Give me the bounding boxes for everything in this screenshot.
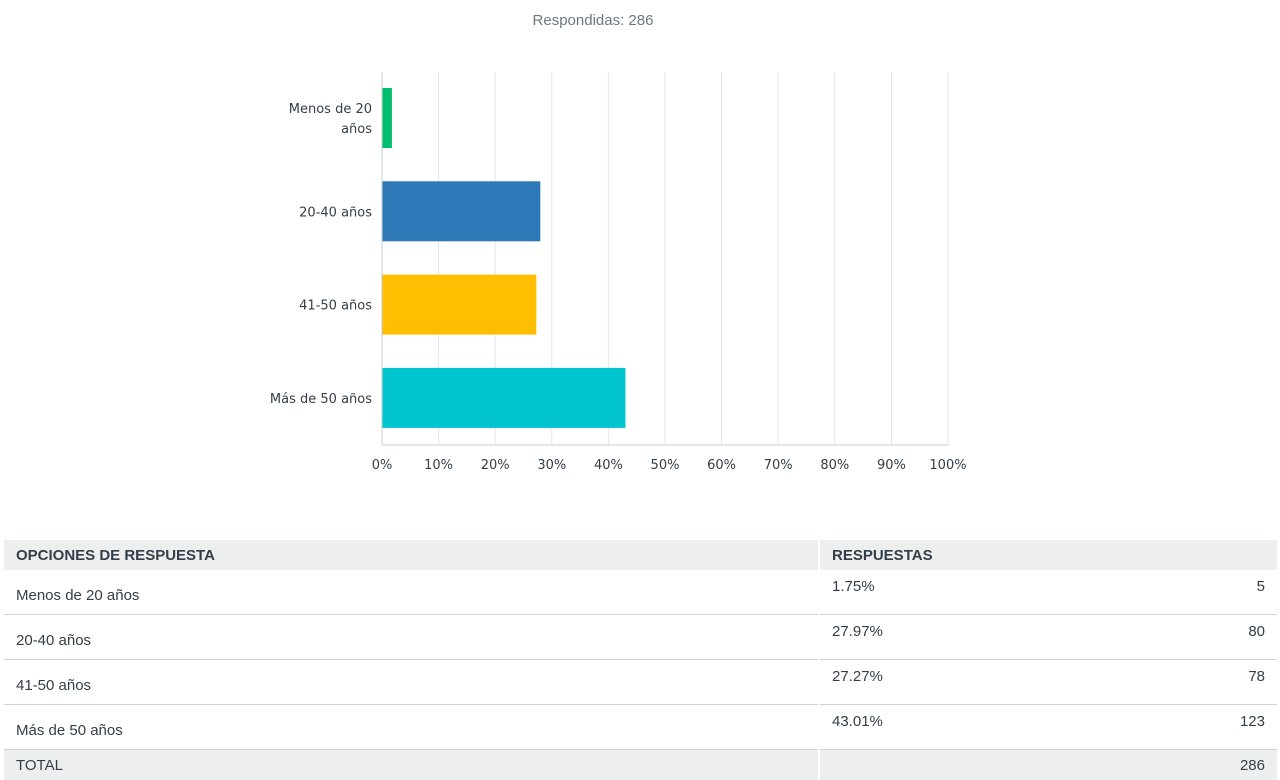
table-row: Menos de 20 años 1.75% 5 — [4, 570, 1277, 615]
bar-chart: 0% 10% 20% 30% 40% 50% 60% 70% 80% 90% 100% Menos … — [0, 0, 1280, 500]
row-count: 5 — [1097, 570, 1277, 615]
header-responses: RESPUESTAS — [819, 540, 1277, 570]
row-option: 41-50 años — [4, 660, 819, 705]
table-total-row: TOTAL 286 — [4, 750, 1277, 780]
table-row: 20-40 años 27.97% 80 — [4, 615, 1277, 660]
x-tick-label: 70% — [764, 458, 793, 473]
x-tick-label: 90% — [877, 458, 906, 473]
row-option: Más de 50 años — [4, 705, 819, 750]
table-header-row: OPCIONES DE RESPUESTA RESPUESTAS — [4, 540, 1277, 570]
row-count: 123 — [1097, 705, 1277, 750]
table-row: 41-50 años 27.27% 78 — [4, 660, 1277, 705]
total-count: 286 — [1097, 750, 1277, 780]
row-count: 78 — [1097, 660, 1277, 705]
table-row: Más de 50 años 43.01% 123 — [4, 705, 1277, 750]
row-option: Menos de 20 años — [4, 570, 819, 615]
x-tick-label: 40% — [594, 458, 623, 473]
bar — [382, 368, 625, 428]
row-percent: 27.27% — [819, 660, 1097, 705]
row-percent: 43.01% — [819, 705, 1097, 750]
row-count: 80 — [1097, 615, 1277, 660]
category-labels: Menos de 20 años 20-40 años 41-50 años Más d… — [270, 102, 372, 407]
category-label: Más de 50 años — [270, 392, 372, 407]
x-tick-label: 50% — [651, 458, 680, 473]
row-percent: 27.97% — [819, 615, 1097, 660]
bar — [382, 88, 392, 148]
header-options: OPCIONES DE RESPUESTA — [4, 540, 819, 570]
bar — [382, 181, 540, 241]
x-tick-label: 0% — [372, 458, 393, 473]
x-tick-label: 10% — [424, 458, 453, 473]
x-tick-labels: 0% 10% 20% 30% 40% 50% 60% 70% 80% 90% 100% — [372, 458, 967, 473]
category-label: 41-50 años — [299, 299, 372, 314]
bar — [382, 275, 536, 335]
x-tick-label: 80% — [820, 458, 849, 473]
results-table: OPCIONES DE RESPUESTA RESPUESTAS Menos d… — [4, 540, 1277, 780]
x-tick-label: 60% — [707, 458, 736, 473]
category-label: 20-40 años — [299, 205, 372, 220]
row-option: 20-40 años — [4, 615, 819, 660]
x-tick-label: 20% — [481, 458, 510, 473]
total-label: TOTAL — [4, 750, 819, 780]
x-tick-label: 30% — [537, 458, 566, 473]
category-label: años — [341, 122, 372, 137]
category-label: Menos de 20 — [289, 102, 372, 117]
row-percent: 1.75% — [819, 570, 1097, 615]
chart-bars — [382, 88, 625, 428]
x-tick-label: 100% — [929, 458, 966, 473]
total-spacer — [819, 750, 1097, 780]
